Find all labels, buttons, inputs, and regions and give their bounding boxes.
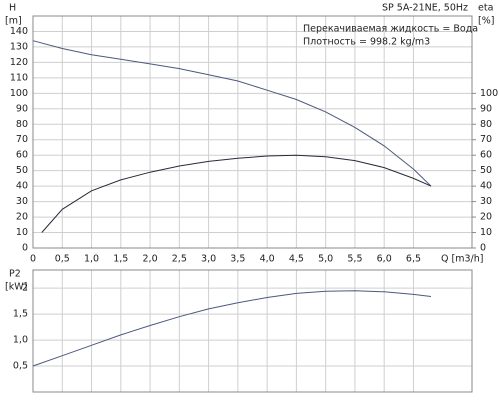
- x-tick-label: 1,0: [84, 254, 99, 265]
- y2-tick-label: 30: [480, 196, 492, 207]
- y-tick-label: 50: [16, 165, 28, 176]
- x-tick-label: 4,0: [260, 254, 275, 265]
- x-tick-label: 2,5: [172, 254, 187, 265]
- x-tick-label: 5,0: [318, 254, 333, 265]
- x-tick-label: 0,5: [55, 254, 70, 265]
- y2-tick-label: 100: [480, 88, 498, 99]
- chart-title: SP 5A-21NE, 50Hz: [382, 3, 468, 14]
- y-tick-label: 1,0: [13, 335, 28, 346]
- y-axis-unit: [m]: [5, 16, 22, 27]
- curve: [32, 290, 432, 367]
- x-tick-label: 2,0: [143, 254, 158, 265]
- x-tick-label: 1,5: [113, 254, 128, 265]
- annotation: Плотность = 998.2 kg/m3: [303, 37, 430, 48]
- y2-tick-label: 80: [480, 119, 492, 130]
- y-tick-label: 0,5: [13, 361, 28, 372]
- y-tick-label: 1,5: [13, 309, 28, 320]
- y2-tick-label: 20: [480, 212, 492, 223]
- y-tick-label: 30: [16, 196, 28, 207]
- y2-tick-label: 60: [480, 150, 492, 161]
- y-tick-label: 90: [16, 103, 28, 114]
- y2-tick-label: 10: [480, 227, 492, 238]
- annotation: Перекачиваемая жидкость = Вода: [303, 24, 478, 35]
- y-tick-label: 120: [10, 57, 28, 68]
- y-tick-label: 70: [16, 134, 28, 145]
- y-tick-label: 80: [16, 119, 28, 130]
- y-tick-label: 2: [22, 283, 28, 294]
- y-tick-label: 40: [16, 181, 28, 192]
- y2-tick-label: 70: [480, 134, 492, 145]
- y-tick-label: 130: [10, 41, 28, 52]
- y2-tick-label: 0: [480, 243, 486, 254]
- y2-tick-label: 40: [480, 181, 492, 192]
- y-tick-label: 0: [22, 243, 28, 254]
- y-tick-label: 100: [10, 88, 28, 99]
- y-tick-label: 140: [10, 26, 28, 37]
- x-tick-label: 3,5: [230, 254, 245, 265]
- y-axis-unit: [kW]: [5, 282, 27, 293]
- y2-tick-label: 50: [480, 165, 492, 176]
- y-axis-label: H: [9, 3, 16, 14]
- y-tick-label: 10: [16, 227, 28, 238]
- x-tick-label: 6,5: [406, 254, 421, 265]
- plot-frame: [32, 15, 473, 249]
- x-axis-label: Q [m3/h]: [441, 254, 483, 265]
- y-tick-label: 20: [16, 212, 28, 223]
- x-tick-label: 5,5: [347, 254, 362, 265]
- y-tick-label: 110: [10, 72, 28, 83]
- y-axis-label: P2: [9, 269, 21, 280]
- y2-axis-unit: [%]: [478, 16, 494, 27]
- x-tick-label: 4,5: [289, 254, 304, 265]
- y2-axis-label: eta: [478, 3, 493, 14]
- x-tick-label: 6,0: [377, 254, 392, 265]
- x-tick-label: 3,0: [201, 254, 216, 265]
- y-tick-label: 60: [16, 150, 28, 161]
- y2-tick-label: 90: [480, 103, 492, 114]
- curve: [41, 154, 432, 233]
- x-tick-label: 0: [30, 254, 36, 265]
- curve: [32, 40, 432, 187]
- plot-frame: [32, 269, 473, 393]
